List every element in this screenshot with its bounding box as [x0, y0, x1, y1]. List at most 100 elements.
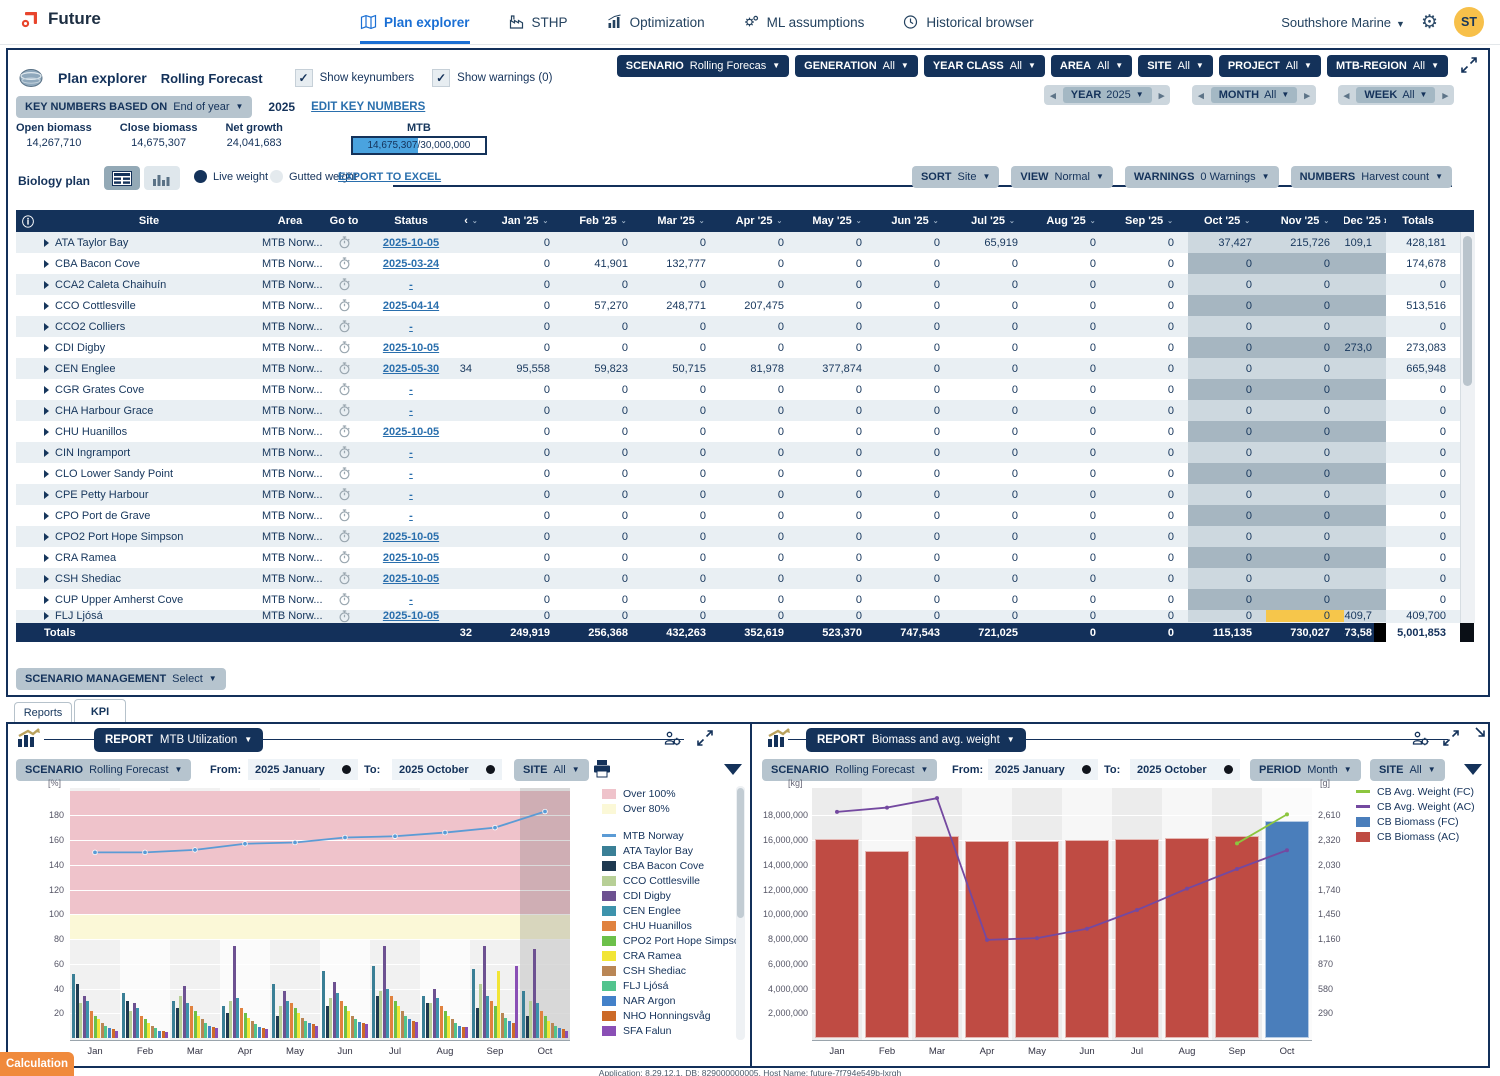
status-cell[interactable]: 2025-10-05 — [366, 547, 456, 568]
site-name[interactable]: CCO Cottlesville — [40, 295, 258, 316]
pager-month[interactable]: ◂ MONTH All ▼ ▸ — [1192, 85, 1316, 105]
status-cell[interactable]: 2025-10-05 — [366, 232, 456, 253]
legend-scrollbar[interactable] — [736, 786, 745, 1040]
expander-icon[interactable] — [44, 612, 49, 620]
scenario-dropdown[interactable]: SCENARIO Rolling Forecast ▼ — [16, 759, 192, 781]
col-header-month[interactable]: Aug '25 ⌄ — [1046, 215, 1096, 227]
table-row[interactable]: CPE Petty Harbour MTB Norw... -0 0 0 0 0 0 0 0 0 0 0… — [16, 484, 1474, 505]
goto-cell[interactable] — [322, 295, 366, 316]
goto-cell[interactable] — [322, 547, 366, 568]
table-row[interactable]: CUP Upper Amherst Cove MTB Norw... -0 0 0 0 0 0… — [16, 589, 1474, 610]
nav-tab-plan-explorer[interactable]: Plan explorer — [360, 0, 470, 44]
table-row[interactable]: CCO Cottlesville MTB Norw... 2025-04-14 0 57… — [16, 295, 1474, 316]
col-header-month[interactable]: Nov '25 ⌄ — [1280, 215, 1330, 227]
from-input[interactable]: 2025 January — [248, 759, 358, 780]
stopwatch-icon[interactable] — [338, 383, 351, 396]
stopwatch-icon[interactable] — [338, 509, 351, 522]
corner-collapse-icon[interactable] — [1474, 726, 1488, 740]
legend-item[interactable]: CDI Digby — [602, 888, 734, 903]
collapse-panel-icon[interactable] — [724, 764, 742, 775]
status-cell[interactable]: 2025-10-05 — [366, 421, 456, 442]
chart-settings-icon[interactable] — [1412, 730, 1430, 748]
expander-icon[interactable] — [44, 490, 49, 499]
site-dropdown[interactable]: SITE All ▼ — [1370, 759, 1445, 781]
checkbox-checked[interactable]: ✓ — [432, 69, 451, 87]
goto-cell[interactable] — [322, 505, 366, 526]
stopwatch-icon[interactable] — [338, 236, 351, 249]
site-name[interactable]: CHA Harbour Grace — [40, 400, 258, 421]
goto-cell[interactable] — [322, 568, 366, 589]
goto-cell[interactable] — [322, 526, 366, 547]
table-row[interactable]: CSH Shediac MTB Norw... 2025-10-05 0 0 0 0 0 0 0 0… — [16, 568, 1474, 589]
status-cell[interactable]: 2025-10-05 — [366, 337, 456, 358]
legend-item[interactable]: FLJ Ljósá — [602, 978, 734, 993]
expand-icon[interactable] — [1442, 729, 1460, 747]
expander-icon[interactable] — [44, 385, 49, 394]
legend-item[interactable]: NAR Argon — [602, 993, 734, 1008]
legend-item[interactable]: CPO2 Port Hope Simpson — [602, 933, 746, 948]
legend-item[interactable]: Over 80% — [602, 801, 734, 816]
table-row[interactable]: CCO2 Colliers MTB Norw... -0 0 0 0 0 0 0 0 0 0 0 0 — [16, 316, 1474, 337]
to-input[interactable]: 2025 October — [392, 759, 502, 780]
col-header-month[interactable]: Jan '25 ⌄ — [501, 215, 549, 227]
col-header-month[interactable]: Apr '25 ⌄ — [735, 215, 783, 227]
print-icon[interactable] — [592, 759, 612, 779]
pager-week[interactable]: ◂ WEEK All ▼ ▸ — [1337, 85, 1454, 105]
table-row[interactable]: CIN Ingramport MTB Norw... -0 0 0 0 0 0 0 0 0 0 0 0 — [16, 442, 1474, 463]
from-input[interactable]: 2025 January — [988, 759, 1098, 780]
stopwatch-icon[interactable] — [338, 425, 351, 438]
status-link[interactable]: 2025-10-05 — [382, 425, 440, 438]
goto-cell[interactable] — [322, 274, 366, 295]
nav-tab-ml-assumptions[interactable]: ML assumptions — [743, 0, 864, 44]
status-link[interactable]: 2025-10-05 — [382, 572, 440, 585]
avatar[interactable]: ST — [1454, 7, 1484, 37]
filter-mtb-region[interactable]: MTB-REGION All ▼ — [1326, 55, 1448, 77]
table-view-toggle[interactable] — [104, 166, 140, 190]
status-cell[interactable]: - — [366, 505, 456, 526]
col-header-month[interactable]: Oct '25 ⌄ — [1203, 215, 1251, 227]
goto-cell[interactable] — [322, 232, 366, 253]
expander-icon[interactable] — [44, 364, 49, 373]
stopwatch-icon[interactable] — [338, 551, 351, 564]
expander-icon[interactable] — [44, 595, 49, 604]
status-link[interactable]: - — [409, 488, 413, 501]
status-link[interactable]: 2025-10-05 — [382, 341, 440, 354]
chart-settings-icon[interactable] — [664, 730, 682, 748]
status-link[interactable]: - — [409, 593, 413, 606]
col-header-month[interactable]: May '25 ⌄ — [812, 215, 862, 227]
expand-icon[interactable] — [1460, 56, 1478, 74]
control-warnings[interactable]: WARNINGS 0 Warnings ▼ — [1124, 166, 1279, 188]
stopwatch-icon[interactable] — [338, 278, 351, 291]
gear-icon[interactable]: ⚙ — [1420, 11, 1438, 33]
table-row[interactable]: CGR Grates Cove MTB Norw... -0 0 0 0 0 0 0 0 0 0 0 0 — [16, 379, 1474, 400]
status-link[interactable]: - — [409, 320, 413, 333]
expander-icon[interactable] — [44, 574, 49, 583]
goto-cell[interactable] — [322, 379, 366, 400]
nav-tab-optimization[interactable]: Optimization — [606, 0, 705, 44]
info-icon[interactable]: ⓘ — [21, 214, 34, 229]
nav-tab-historical-browser[interactable]: Historical browser — [902, 0, 1034, 44]
date-picker-icon[interactable] — [1224, 765, 1233, 774]
report-selector[interactable]: REPORT Biomass and avg. weight ▼ — [806, 728, 1026, 752]
checkbox-show-warnings-0-[interactable]: ✓ Show warnings (0) — [432, 69, 552, 87]
table-row[interactable]: CRA Ramea MTB Norw... 2025-10-05 0 0 0 0 0 0 0 0 0 0… — [16, 547, 1474, 568]
status-cell[interactable]: - — [366, 484, 456, 505]
site-name[interactable]: CBA Bacon Cove — [40, 253, 258, 274]
filter-scenario[interactable]: SCENARIO Rolling Forecas ▼ — [616, 55, 790, 77]
table-row[interactable]: CDI Digby MTB Norw... 2025-10-05 0 0 0 0 0 0 0 0 0 0… — [16, 337, 1474, 358]
filter-year-class[interactable]: YEAR CLASS All ▼ — [923, 55, 1045, 77]
expander-icon[interactable] — [44, 301, 49, 310]
next-arrow-icon[interactable]: ▸ — [1304, 89, 1310, 102]
legend-item[interactable]: CCO Cottlesville — [602, 873, 734, 888]
status-link[interactable]: - — [409, 467, 413, 480]
site-name[interactable]: CPO Port de Grave — [40, 505, 258, 526]
status-link[interactable]: 2025-10-05 — [382, 610, 440, 622]
site-name[interactable]: CGR Grates Cove — [40, 379, 258, 400]
next-arrow-icon[interactable]: ▸ — [1442, 89, 1448, 102]
site-name[interactable]: CUP Upper Amherst Cove — [40, 589, 258, 610]
status-cell[interactable]: 2025-03-24 — [366, 253, 456, 274]
date-picker-icon[interactable] — [1082, 765, 1091, 774]
report-selector[interactable]: REPORT MTB Utilization ▼ — [94, 728, 264, 752]
filter-generation[interactable]: GENERATION All ▼ — [795, 55, 918, 77]
legend-item[interactable]: CEN Englee — [602, 903, 734, 918]
